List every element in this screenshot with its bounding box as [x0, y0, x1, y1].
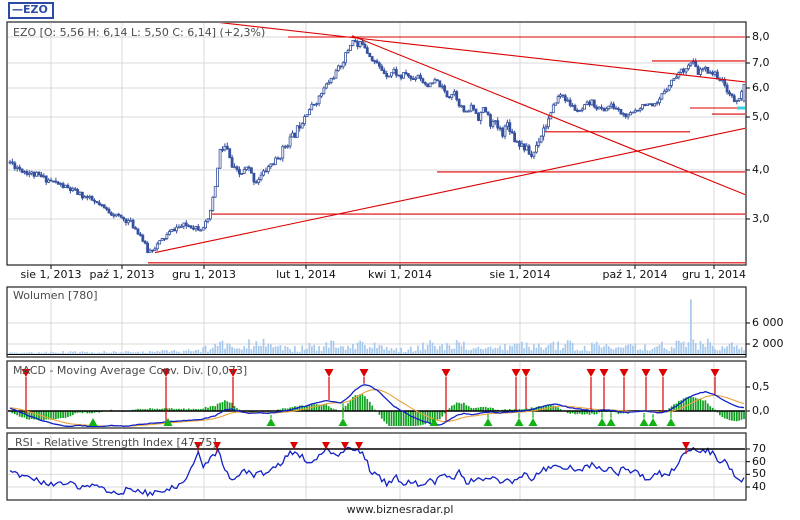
buy-signal-arrow: [88, 418, 98, 426]
buy-signal-arrow: [514, 418, 524, 426]
buy-signal-arrow: [597, 418, 607, 426]
series-line-sample: —: [12, 3, 23, 16]
sell-signal-arrow: [161, 369, 171, 377]
sell-signal-arrow: [290, 442, 298, 450]
price-axis-label: 4,0: [752, 163, 770, 176]
buy-signal-arrow: [338, 418, 348, 426]
series-legend-tab[interactable]: —EZO: [8, 2, 54, 19]
sell-signal-arrow: [359, 369, 369, 377]
price-axis-label: 8,0: [752, 30, 770, 43]
buy-signal-arrow: [639, 418, 649, 426]
sell-signal-arrow: [586, 369, 596, 377]
price-axis-label: 3,0: [752, 212, 770, 225]
macd-axis-label: 0,0: [752, 404, 770, 417]
buy-signal-arrow: [483, 418, 493, 426]
x-axis-label: kwi 1, 2014: [368, 268, 432, 281]
sell-signal-arrow: [619, 369, 629, 377]
x-axis-label: sie 1, 2014: [489, 268, 551, 281]
price-axis-label: 6,0: [752, 81, 770, 94]
rsi-axis-label: 60: [752, 454, 766, 468]
sell-signal-arrow: [599, 369, 609, 377]
x-axis-label: paź 1, 2013: [89, 268, 155, 281]
x-axis-label: gru 1, 2013: [172, 268, 236, 281]
x-axis-label: paź 1, 2014: [602, 268, 668, 281]
buy-signal-arrow: [528, 418, 538, 426]
sell-signal-arrow: [441, 369, 451, 377]
sell-signal-arrow: [322, 442, 330, 450]
sell-signal-arrow: [641, 369, 651, 377]
macd-panel-title: MACD - Moving Average Conv. Div. [0,073]: [13, 364, 248, 377]
rsi-axis-label: 50: [752, 467, 766, 481]
sell-signal-arrow: [228, 369, 238, 377]
sell-signal-arrow: [682, 442, 690, 450]
sell-signal-arrow: [21, 369, 31, 377]
macd-axis-label: 0,5: [752, 380, 770, 393]
trend-line[interactable]: [205, 21, 746, 83]
volume-axis-label: 2 000: [752, 337, 784, 350]
series-legend-label: EZO: [23, 3, 48, 16]
rsi-panel-title: RSI - Relative Strength Index [47,75]: [15, 436, 217, 449]
candlesticks: [8, 38, 745, 254]
sell-signal-arrow: [511, 369, 521, 377]
volume-axis-label: 6 000: [752, 316, 784, 329]
price-axis-label: 7,0: [752, 56, 770, 69]
buy-signal-arrow: [648, 418, 658, 426]
watermark-url: www.biznesradar.pl: [346, 503, 454, 516]
buy-signal-arrow: [163, 418, 173, 426]
signal-arrows: [21, 369, 720, 455]
sell-signal-arrow: [194, 442, 202, 450]
sell-signal-arrow: [710, 369, 720, 377]
x-axis-label: sie 1, 2013: [20, 268, 82, 281]
x-axis-label: lut 1, 2014: [276, 268, 336, 281]
sell-signal-arrow: [658, 369, 668, 377]
sell-signal-arrow: [324, 369, 334, 377]
buy-signal-arrow: [606, 418, 616, 426]
macd-plot: [8, 384, 745, 427]
trend-line[interactable]: [351, 35, 746, 196]
rsi-axis-label: 40: [752, 480, 766, 493]
price-axis-label: 5,0: [752, 110, 770, 123]
rsi-plot: [8, 446, 745, 498]
sell-signal-arrow: [355, 442, 363, 450]
trend-lines: [148, 21, 749, 264]
sell-signal-arrow: [341, 442, 349, 450]
buy-signal-arrow: [429, 418, 439, 426]
sell-signal-arrow: [521, 369, 531, 377]
x-axis-label: gru 1, 2014: [682, 268, 746, 281]
trend-line-handle[interactable]: [737, 106, 749, 110]
volume-bars: [9, 299, 745, 355]
volume-panel-title: Wolumen [780]: [13, 289, 98, 302]
buy-signal-arrow: [266, 418, 276, 426]
price-panel-title: EZO [O: 5,56 H: 6,14 L: 5,50 C: 6,14] (+…: [13, 26, 266, 39]
sell-signal-arrow: [213, 442, 221, 450]
panel-frames: [6, 21, 750, 501]
rsi-axis-label: 70: [752, 442, 766, 455]
buy-signal-arrow: [666, 418, 676, 426]
trend-line[interactable]: [154, 127, 746, 254]
